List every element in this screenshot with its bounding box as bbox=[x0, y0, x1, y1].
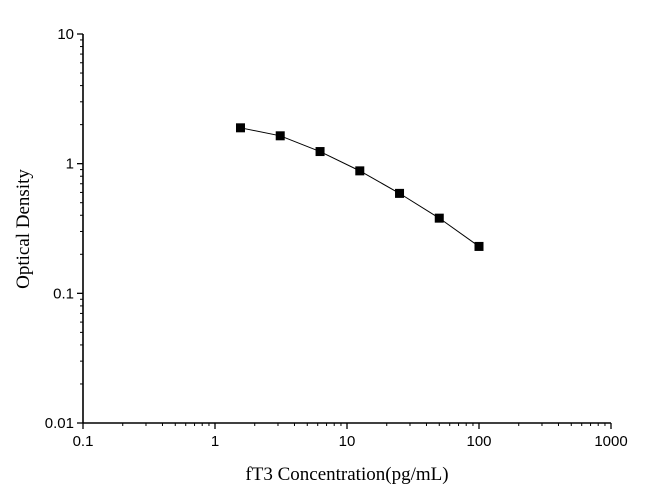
data-point-marker bbox=[395, 188, 405, 198]
ticks bbox=[77, 33, 612, 429]
data-markers bbox=[235, 123, 484, 251]
x-axis-title: fT3 Concentration(pg/mL) bbox=[245, 464, 448, 485]
data-point-marker bbox=[235, 123, 245, 133]
y-tick-label: 10 bbox=[57, 26, 74, 43]
y-tick-label: 1 bbox=[66, 156, 74, 173]
fitted-curve bbox=[240, 127, 480, 247]
data-point-marker bbox=[275, 131, 285, 141]
x-tick-label: 1 bbox=[211, 433, 219, 450]
data-point-marker bbox=[434, 213, 444, 223]
axes bbox=[82, 34, 611, 424]
x-tick-label: 0.1 bbox=[73, 433, 94, 450]
data-point-marker bbox=[315, 147, 325, 157]
x-tick-label: 1000 bbox=[594, 433, 627, 450]
data-point-marker bbox=[355, 166, 365, 176]
y-axis-title: Optical Density bbox=[13, 169, 34, 289]
y-tick-label: 0.1 bbox=[53, 285, 74, 302]
x-tick-label: 100 bbox=[466, 433, 491, 450]
x-tick-label: 10 bbox=[339, 433, 356, 450]
y-tick-label: 0.01 bbox=[45, 415, 74, 432]
data-point-marker bbox=[474, 241, 484, 251]
